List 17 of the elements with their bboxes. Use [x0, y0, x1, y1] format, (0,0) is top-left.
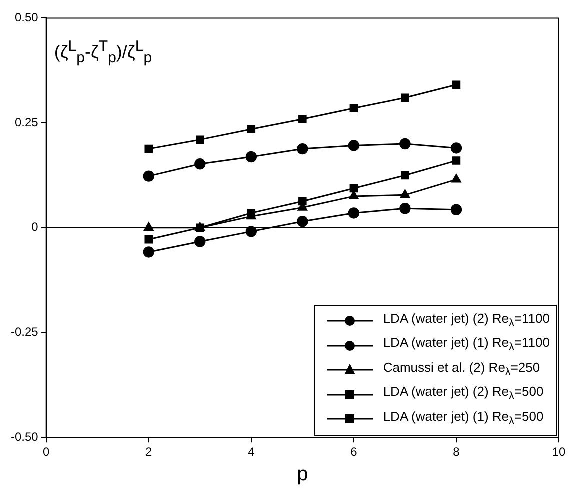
y-tick-label: -0.50: [10, 430, 39, 444]
y-tick-label: 0.50: [14, 10, 39, 25]
x-axis-title: p: [297, 464, 308, 486]
legend-label: LDA (water jet) (1) Re$_{λ}$=1100: [383, 334, 550, 356]
legend-label: LDA (water jet) (2) Re$_{λ}$=1100: [383, 310, 550, 332]
legend-label: LDA (water jet) (2) Re$_{λ}$=500: [383, 383, 544, 406]
y-tick-label: -0.25: [10, 325, 39, 340]
y-tick-label: 0.25: [14, 115, 39, 130]
x-tick-label: 6: [350, 445, 358, 460]
legend-label: Camussi et al. (2) Re$_{λ}$=250: [383, 358, 540, 380]
legend-label: LDA (water jet) (1) Re$_{λ}$=500: [383, 408, 544, 430]
x-tick-label: 10: [552, 445, 566, 460]
x-tick-label: 4: [248, 445, 256, 460]
x-tick-label: 2: [146, 445, 153, 460]
x-tick-label: 0: [43, 445, 50, 460]
x-tick-label: 8: [453, 445, 460, 460]
y-tick-label: 0: [32, 220, 39, 234]
